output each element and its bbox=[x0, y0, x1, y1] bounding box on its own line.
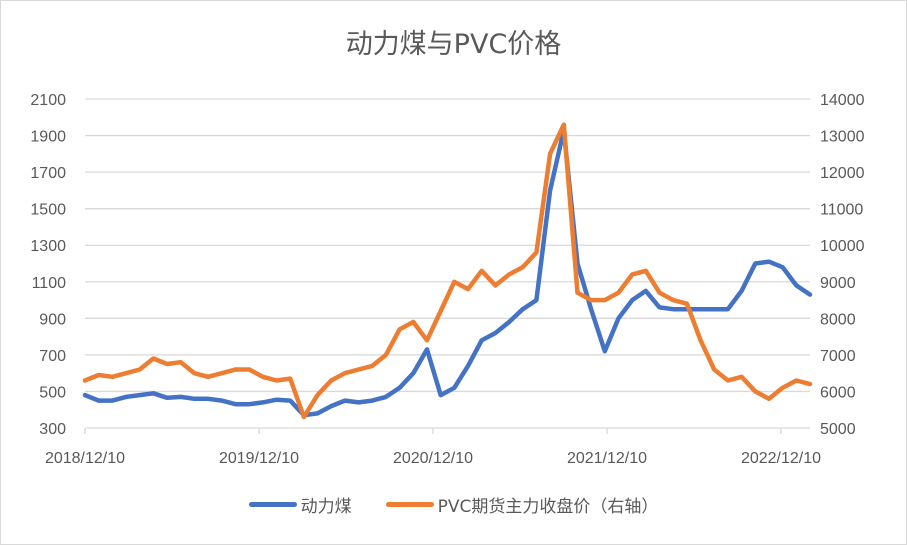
x-tick-label: 2018/12/10 bbox=[45, 450, 125, 467]
y-left-tick-label: 1500 bbox=[30, 202, 66, 219]
y-left-tick-label: 500 bbox=[39, 384, 66, 401]
gridlines bbox=[85, 98, 810, 429]
y-right-tick-label: 6000 bbox=[820, 384, 856, 401]
y-right-tick-label: 8000 bbox=[820, 311, 856, 328]
y-right-tick-label: 5000 bbox=[820, 421, 856, 438]
y-left-tick-label: 1700 bbox=[30, 165, 66, 182]
y-right-tick-label: 9000 bbox=[820, 275, 856, 292]
x-tick-label: 2021/12/10 bbox=[567, 450, 647, 467]
series-lines bbox=[82, 122, 813, 420]
x-tick-label: 2019/12/10 bbox=[219, 450, 299, 467]
legend-item-pvc: PVC期货主力收盘价（右轴） bbox=[385, 492, 659, 517]
y-left-tick-label: 700 bbox=[39, 348, 66, 365]
y-axis-left: 300 500 700 900 1100 1300 1500 1700 1900 2100 bbox=[30, 92, 66, 438]
y-right-tick-label: 13000 bbox=[820, 129, 865, 146]
legend-label-coal: 动力煤 bbox=[300, 497, 352, 517]
y-axis-right: 5000 6000 7000 8000 9000 10000 11000 12000 13000… bbox=[820, 92, 865, 438]
y-right-tick-label: 10000 bbox=[820, 238, 865, 255]
y-left-tick-label: 1100 bbox=[32, 275, 67, 292]
legend-item-coal: 动力煤 bbox=[248, 492, 352, 517]
y-left-tick-label: 2100 bbox=[30, 92, 66, 109]
legend-swatch-coal bbox=[248, 502, 297, 507]
x-tick-label: 2022/12/10 bbox=[741, 450, 821, 467]
y-right-tick-label: 12000 bbox=[820, 165, 865, 182]
y-left-tick-label: 1900 bbox=[30, 129, 66, 146]
legend-label-pvc: PVC期货主力收盘价（右轴） bbox=[437, 497, 659, 517]
y-right-tick-label: 14000 bbox=[820, 92, 865, 109]
y-right-tick-label: 11000 bbox=[820, 202, 863, 219]
chart-title: 动力煤与PVC价格 bbox=[345, 29, 562, 60]
legend: 动力煤 PVC期货主力收盘价（右轴） bbox=[0, 492, 907, 517]
legend-swatch-pvc bbox=[385, 502, 434, 507]
x-axis: 2018/12/10 2019/12/10 2020/12/10 2021/12/10… bbox=[45, 428, 821, 467]
y-right-tick-label: 7000 bbox=[820, 348, 856, 365]
y-left-tick-label: 1300 bbox=[30, 238, 66, 255]
x-tick-label: 2020/12/10 bbox=[393, 450, 473, 467]
y-left-tick-label: 300 bbox=[39, 421, 66, 438]
series-line-pvc bbox=[82, 122, 813, 420]
y-left-tick-label: 900 bbox=[39, 311, 66, 328]
